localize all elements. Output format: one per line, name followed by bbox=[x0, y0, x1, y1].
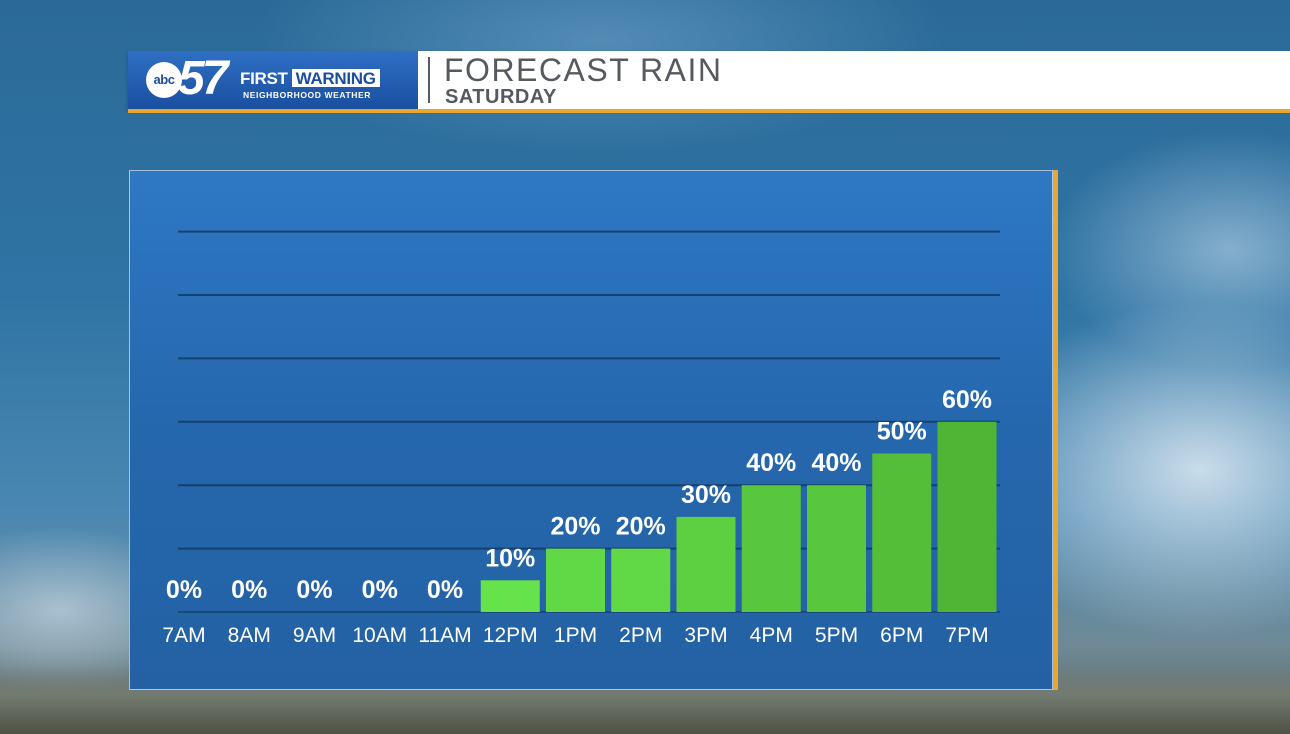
value-label: 0% bbox=[296, 576, 332, 604]
x-tick-label: 11AM bbox=[418, 624, 471, 647]
value-label: 0% bbox=[166, 576, 202, 604]
abc-logo-icon: abc bbox=[146, 62, 182, 98]
value-label: 0% bbox=[231, 576, 267, 604]
page-title: FORECAST RAIN bbox=[444, 52, 723, 88]
value-label: 40% bbox=[746, 449, 796, 477]
x-tick-label: 10AM bbox=[352, 624, 407, 647]
header-divider bbox=[428, 57, 430, 103]
value-label: 20% bbox=[550, 513, 600, 541]
logo-brand-text: FIRST WARNING bbox=[240, 69, 380, 89]
bar-6pm bbox=[872, 453, 932, 612]
value-label: 20% bbox=[616, 513, 666, 541]
header-accent-line bbox=[128, 109, 1290, 113]
x-tick-label: 9AM bbox=[293, 624, 336, 647]
bar-3pm bbox=[676, 516, 736, 612]
x-tick-label: 1PM bbox=[554, 624, 597, 647]
x-tick-label: 7AM bbox=[162, 624, 205, 647]
value-label: 60% bbox=[942, 386, 992, 414]
value-label: 0% bbox=[427, 576, 463, 604]
x-tick-label: 4PM bbox=[750, 624, 793, 647]
logo-first: FIRST bbox=[240, 69, 288, 88]
chart-accent-bar bbox=[1053, 170, 1058, 690]
value-label: 10% bbox=[485, 544, 535, 572]
bar-1pm bbox=[546, 548, 605, 612]
value-label: 0% bbox=[362, 576, 398, 604]
value-label: 40% bbox=[811, 449, 861, 477]
value-label: 30% bbox=[681, 481, 731, 509]
x-tick-label: 12PM bbox=[483, 624, 538, 647]
logo-channel-number: 57 bbox=[178, 52, 228, 105]
x-tick-label: 8AM bbox=[228, 624, 271, 647]
bar-7pm bbox=[937, 421, 997, 612]
logo-warning: WARNING bbox=[291, 69, 380, 88]
x-tick-label: 2PM bbox=[619, 624, 662, 647]
x-tick-label: 6PM bbox=[880, 624, 923, 647]
bar-4pm bbox=[741, 485, 801, 612]
x-tick-label: 7PM bbox=[945, 624, 988, 647]
page-subtitle: SATURDAY bbox=[445, 86, 557, 108]
bar-5pm bbox=[807, 485, 866, 612]
bar-12pm bbox=[480, 580, 540, 612]
bar-2pm bbox=[611, 548, 671, 612]
x-tick-label: 3PM bbox=[684, 624, 727, 647]
x-tick-label: 5PM bbox=[815, 624, 858, 647]
value-label: 50% bbox=[877, 418, 927, 446]
logo-tagline: NEIGHBORHOOD WEATHER bbox=[243, 90, 372, 100]
